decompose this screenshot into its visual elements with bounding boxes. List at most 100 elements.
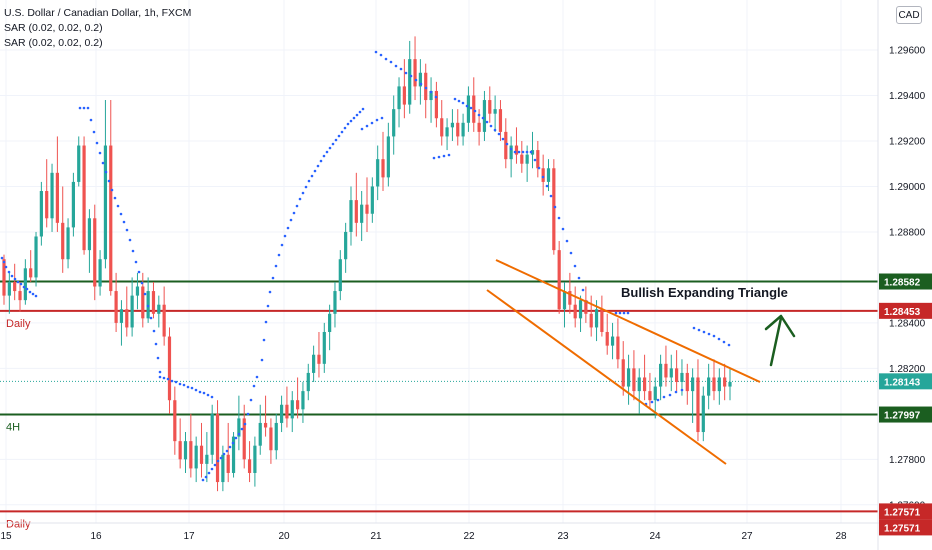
sar-dot: [201, 478, 205, 482]
sar-dot: [432, 156, 436, 160]
sar-indicator-1[interactable]: SAR (0.02, 0.02, 0.2): [4, 22, 103, 34]
sar-dot: [389, 60, 393, 64]
candle-body: [178, 441, 182, 460]
candle-body: [317, 354, 321, 364]
sar-dot: [565, 239, 569, 243]
price-axis[interactable]: 1.29600 1.29400 1.29200 1.29000 1.28800 1.284…: [877, 0, 926, 550]
sar-dot: [509, 147, 513, 151]
sar-indicator-2[interactable]: SAR (0.02, 0.02, 0.2): [4, 37, 103, 49]
bullish-arrow: [764, 314, 796, 367]
sar-dot: [414, 78, 418, 82]
candle-body: [493, 109, 497, 114]
sar-dot: [2, 260, 6, 264]
sar-dot: [322, 154, 326, 158]
candle-body: [263, 422, 268, 428]
price-tags: 1.28582 1.28453 1.27997 1.27571 1.27571 1.281…: [879, 273, 932, 536]
candle-body: [402, 86, 406, 105]
sar-dot: [301, 191, 305, 195]
candle-body: [664, 363, 668, 378]
candle-body: [221, 454, 225, 483]
time-tick-label: 16: [90, 531, 102, 542]
candle-body: [685, 372, 689, 392]
sar-dot: [434, 95, 438, 99]
sar-dot: [328, 146, 332, 150]
candle-body: [285, 404, 289, 419]
currency-button[interactable]: CAD: [896, 6, 922, 24]
sar-dot: [174, 380, 178, 384]
sar-dot: [346, 122, 350, 126]
candle-body: [354, 200, 358, 223]
sar-dot: [219, 456, 223, 460]
sar-dot: [549, 194, 553, 198]
sar-dot: [16, 280, 20, 284]
sar-dot: [182, 383, 186, 387]
candle-body: [338, 259, 342, 292]
candle-body: [77, 145, 81, 182]
sar-dot: [394, 64, 398, 68]
sar-dot: [424, 86, 428, 90]
sar-dot: [237, 432, 241, 436]
sar-dot: [283, 234, 287, 238]
candle-body: [498, 109, 503, 132]
candle-body: [424, 72, 428, 101]
sar-dot: [553, 205, 557, 209]
sar-dot: [231, 441, 235, 445]
sar-dot: [319, 159, 323, 163]
triangle-lower-trendline: [486, 289, 727, 465]
sar-dot: [119, 212, 123, 216]
sar-dot: [337, 134, 341, 138]
sar-dot: [204, 475, 208, 479]
sar-dot: [717, 337, 721, 341]
sar-dot: [374, 50, 378, 54]
candle-body: [279, 404, 284, 423]
candle-body: [258, 422, 262, 446]
candle-body: [472, 95, 476, 123]
sar-dot: [110, 188, 114, 192]
candle-body: [226, 454, 230, 473]
candle-body: [349, 200, 353, 232]
sar-dot: [122, 220, 126, 224]
candle-body: [397, 86, 401, 110]
level-label: 4H: [6, 422, 20, 434]
candle-body: [151, 291, 156, 314]
sar-dot: [274, 264, 278, 268]
sar-dot: [404, 71, 408, 75]
sar-dot: [28, 290, 32, 294]
sar-dot: [162, 376, 166, 380]
candle-body: [312, 354, 316, 373]
sar-dot: [277, 253, 281, 257]
time-axis[interactable]: 15 16 17 20 21 22 23 24 27 28: [0, 522, 932, 542]
sar-dot: [453, 97, 457, 101]
candle-body: [103, 145, 108, 260]
time-tick-label: 17: [183, 531, 195, 542]
candle-body: [440, 118, 444, 137]
sar-dot: [517, 150, 521, 154]
sar-dot: [493, 128, 497, 132]
sar-dot: [225, 449, 229, 453]
price-tick-label: 1.28800: [889, 227, 926, 238]
sar-dot: [264, 320, 268, 324]
candle-body: [45, 191, 49, 219]
candle-body: [712, 377, 716, 392]
chart-legend: U.S. Dollar / Canadian Dollar, 1h, FXCM …: [4, 6, 191, 51]
sar-dot: [295, 204, 299, 208]
symbol-title[interactable]: U.S. Dollar / Canadian Dollar, 1h, FXCM: [4, 7, 192, 19]
time-tick-label: 20: [278, 531, 290, 542]
sar-dot: [116, 204, 120, 208]
candle-body: [642, 377, 647, 392]
sar-dot: [262, 338, 266, 342]
sar-dot: [561, 227, 565, 231]
sar-dot: [104, 170, 108, 174]
candle-body: [2, 259, 6, 296]
level-price-tag-duplicate-text: 1.27571: [884, 523, 921, 534]
sar-dot: [266, 304, 270, 308]
sar-dot: [437, 155, 441, 159]
candle-body: [728, 382, 732, 387]
level-price-tag: [879, 302, 932, 319]
time-tick-label: 21: [370, 531, 382, 542]
sar-dot: [370, 121, 374, 125]
sar-dot: [334, 138, 338, 142]
candle-body: [509, 145, 513, 160]
sar-dot: [358, 110, 362, 114]
